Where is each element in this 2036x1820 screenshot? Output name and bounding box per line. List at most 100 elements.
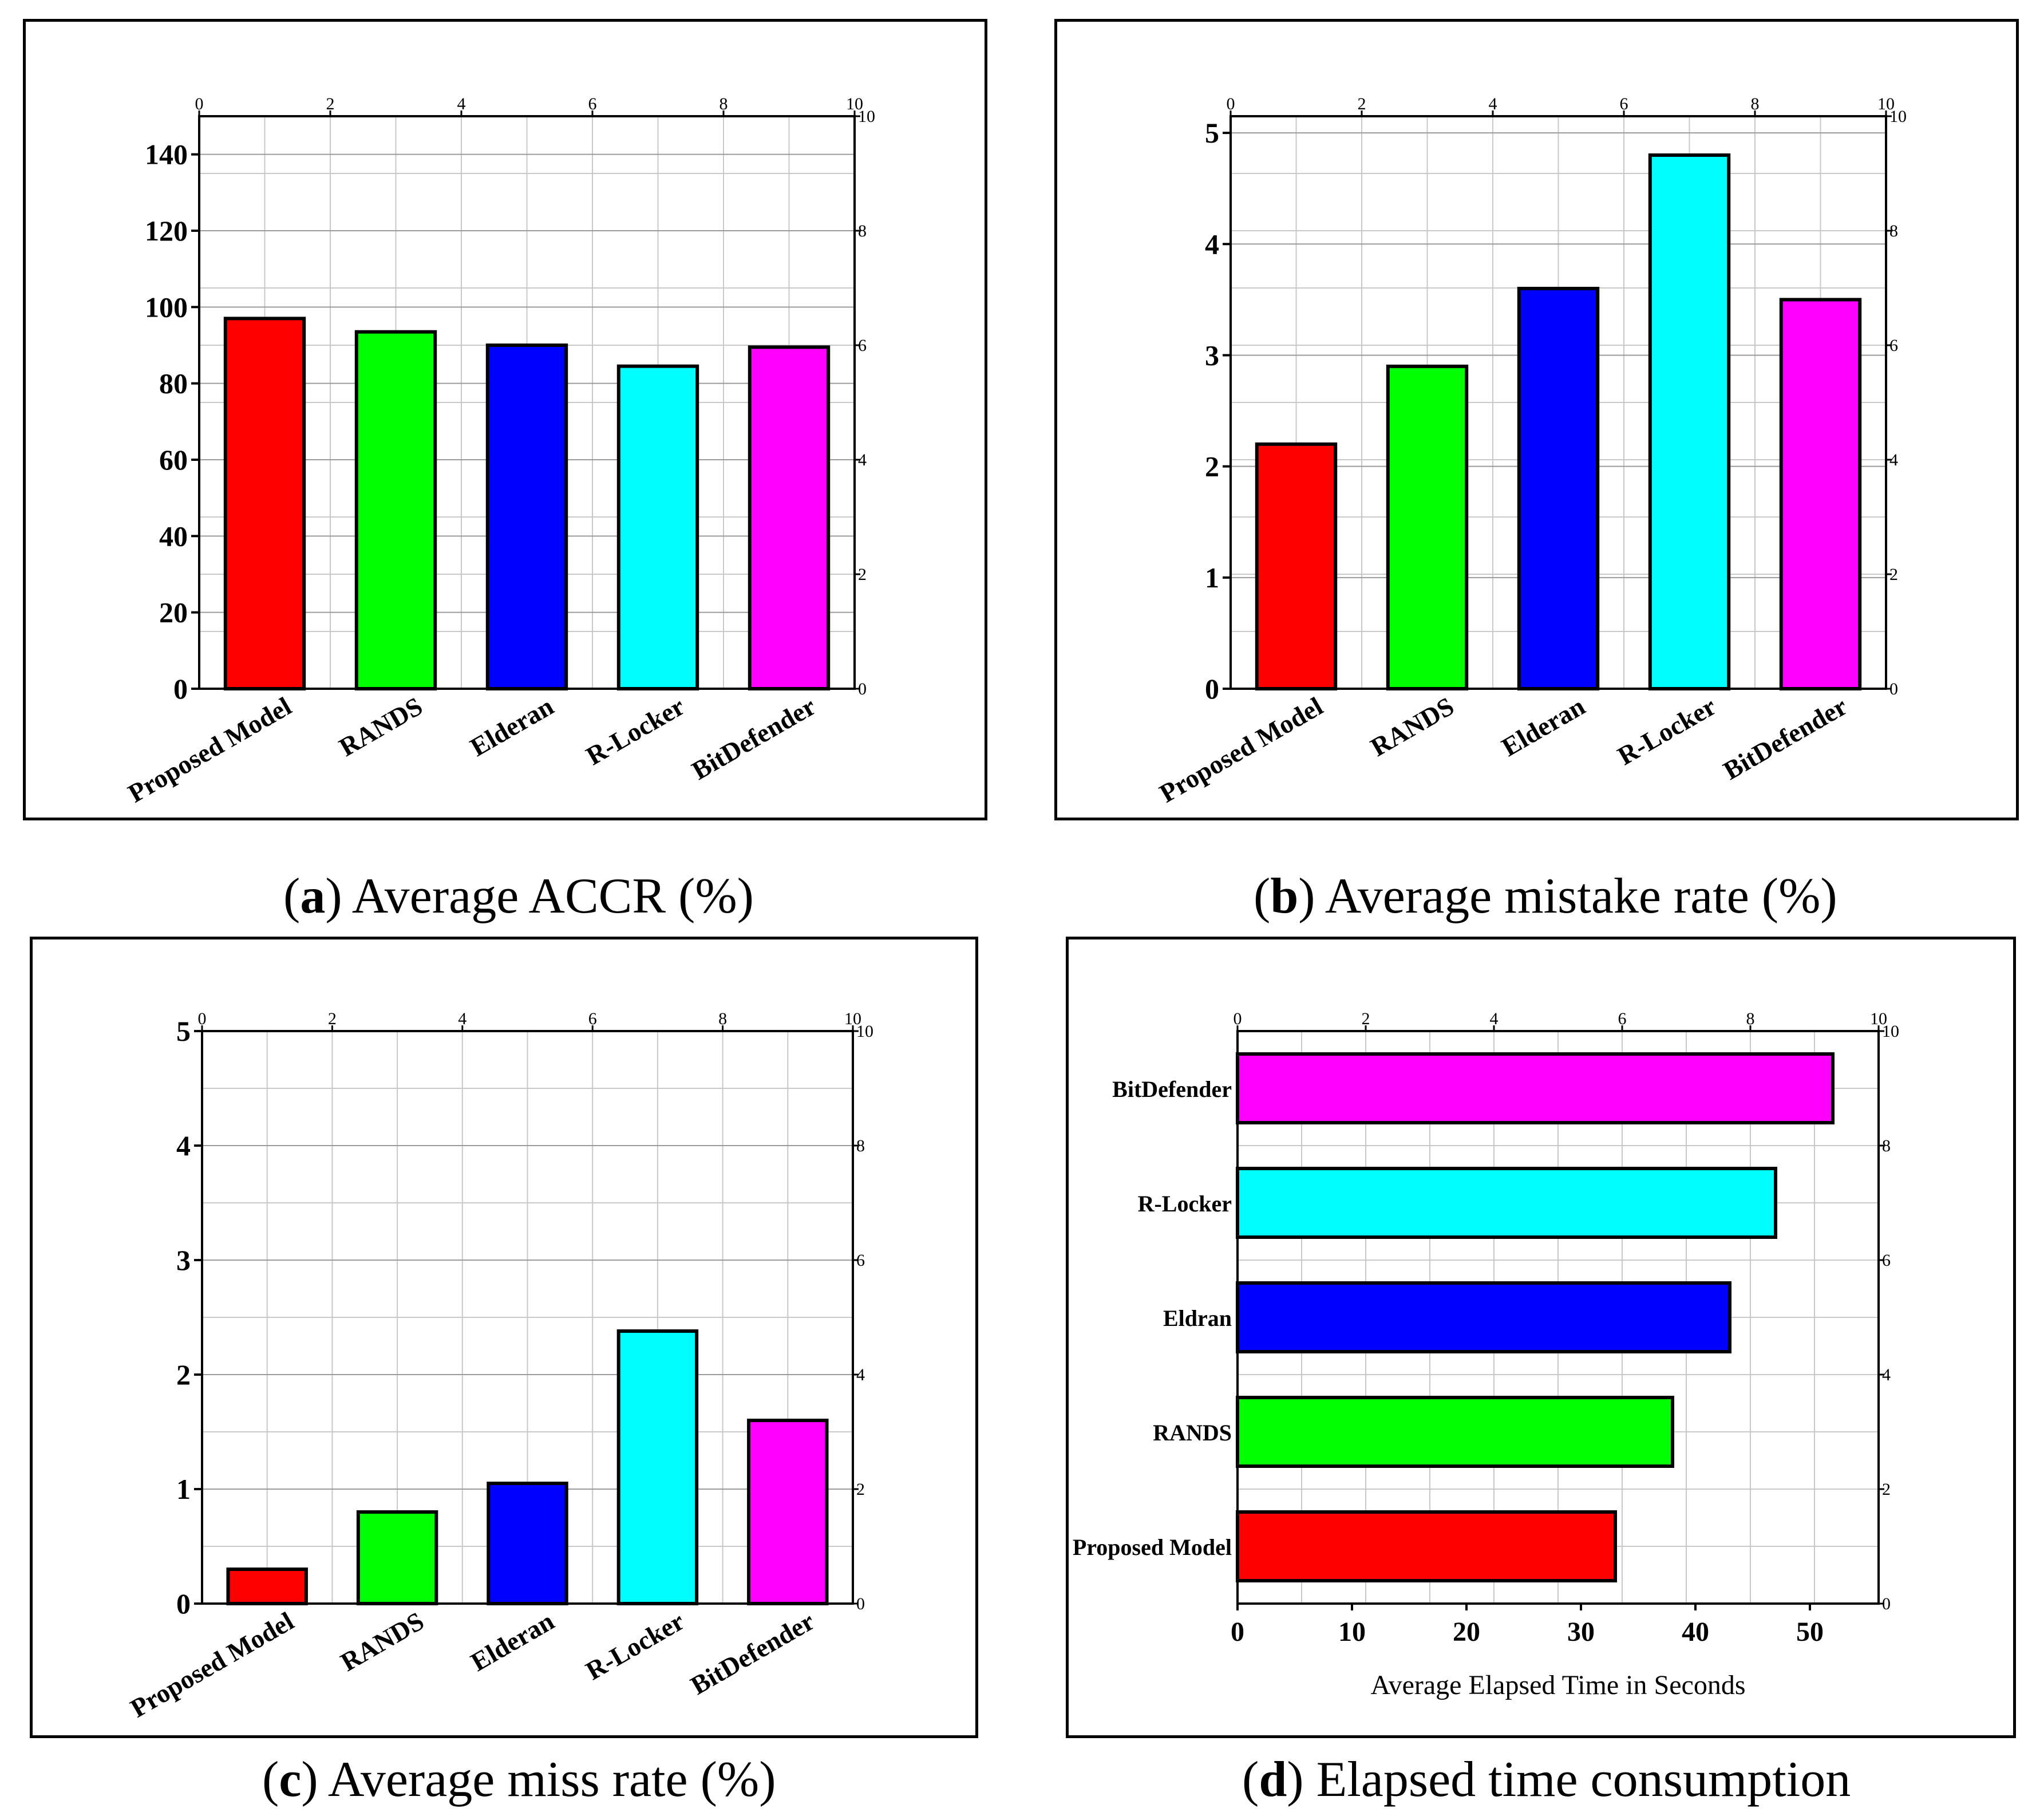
caption-b-letter: b xyxy=(1270,868,1299,924)
chart-a-ytick-label: 40 xyxy=(159,520,188,552)
chart-d-category-label: Proposed Model xyxy=(1073,1534,1232,1560)
chart-a-top-tick-label: 2 xyxy=(326,94,335,113)
chart-a-top-tick-label: 4 xyxy=(457,94,466,113)
chart-c-category-label: R-Locker xyxy=(581,1606,689,1685)
chart-a-right-tick-label: 8 xyxy=(858,222,867,240)
chart-panel-d: Proposed Model RANDS Eldran R-Locker BitDefe… xyxy=(1066,937,2016,1738)
chart-c: Proposed Model RANDS Elderan R-LockerBitDef… xyxy=(125,1009,873,1723)
chart-a-plot-frame xyxy=(198,115,856,690)
chart-b-right-tick-label: 10 xyxy=(1889,107,1907,126)
chart-c-top-tick-label: 2 xyxy=(328,1009,337,1028)
chart-d-xtick-label: 20 xyxy=(1453,1617,1480,1647)
chart-d-top-tick-label: 2 xyxy=(1362,1009,1370,1028)
chart-a-category-label: BitDefender xyxy=(687,691,820,785)
chart-d-plot-frame xyxy=(1236,1030,1880,1605)
chart-b-bar-rands xyxy=(1386,364,1469,690)
chart-a-top-tick-label: 10 xyxy=(846,94,863,113)
chart-d: Proposed Model RANDS Eldran R-Locker BitDefe… xyxy=(1073,1009,1899,1700)
chart-d-x-axis-title: Average Elapsed Time in Seconds xyxy=(1370,1670,1745,1700)
chart-d-xtick-label: 40 xyxy=(1682,1617,1709,1647)
chart-d-right-tick-label: 4 xyxy=(1882,1365,1891,1384)
chart-b-right-tick-label: 0 xyxy=(1889,680,1898,698)
chart-d-top-tick-label: 8 xyxy=(1746,1009,1755,1028)
chart-c-top-tick-label: 6 xyxy=(588,1009,597,1028)
chart-b-ytick-label: 2 xyxy=(1205,451,1219,483)
caption-b: (b) Average mistake rate (%) xyxy=(1254,868,1837,924)
chart-c-ytick-label: 5 xyxy=(176,1015,191,1047)
chart-d-top-tick-label: 10 xyxy=(1870,1009,1887,1028)
chart-b-top-tick-label: 6 xyxy=(1620,94,1628,113)
chart-b-top-tick-label: 4 xyxy=(1489,94,1497,113)
chart-b-category-label: R-Locker xyxy=(1612,691,1721,771)
chart-d-bar-r-locker xyxy=(1236,1167,1777,1239)
chart-b-bar-proposed-model xyxy=(1255,442,1338,691)
caption-a-text: Average ACCR (%) xyxy=(342,868,754,924)
chart-a-top-tick-label: 8 xyxy=(719,94,728,113)
chart-d-bar-proposed-model xyxy=(1236,1510,1617,1582)
chart-a-bar-rands xyxy=(354,330,437,690)
chart-b-bar-elderan xyxy=(1517,286,1600,690)
chart-c-bar-proposed-model xyxy=(226,1568,308,1605)
chart-c-right-tick-label: 10 xyxy=(856,1022,873,1041)
chart-a-category-label: R-Locker xyxy=(581,691,689,771)
chart-c-category-label: Proposed Model xyxy=(125,1606,299,1723)
chart-a-bar-r-locker xyxy=(616,364,699,690)
chart-a-top-tick-label: 0 xyxy=(195,94,204,113)
chart-b-category-label: Elderan xyxy=(1497,691,1590,761)
chart-d-category-label: R-Locker xyxy=(1138,1191,1232,1217)
chart-b-top-tick-label: 8 xyxy=(1751,94,1760,113)
chart-c-right-tick-label: 8 xyxy=(856,1136,865,1155)
chart-d-right-tick-label: 2 xyxy=(1882,1480,1891,1499)
chart-a-bar-bitdefender xyxy=(748,345,831,690)
chart-d-right-tick-label: 8 xyxy=(1882,1136,1891,1155)
chart-d-bar-eldran xyxy=(1236,1281,1731,1353)
chart-b: Proposed Model RANDS Elderan R-LockerBitDef… xyxy=(1155,94,1907,808)
chart-d-top-tick-label: 4 xyxy=(1490,1009,1499,1028)
chart-a-ytick-label: 80 xyxy=(159,368,188,400)
chart-c-right-tick-label: 6 xyxy=(856,1251,865,1270)
chart-a-right-tick-label: 6 xyxy=(858,336,867,355)
chart-b-top-tick-label: 0 xyxy=(1227,94,1235,113)
chart-b-category-label: Proposed Model xyxy=(1155,691,1328,808)
chart-a-right-tick-label: 4 xyxy=(858,451,867,469)
caption-b-text: Average mistake rate (%) xyxy=(1315,868,1837,924)
chart-c-ytick-label: 4 xyxy=(176,1130,191,1162)
chart-d-category-label: Eldran xyxy=(1163,1305,1232,1331)
chart-a-category-label: Proposed Model xyxy=(123,691,296,808)
chart-a-right-tick-label: 2 xyxy=(858,565,867,584)
chart-b-ytick-label: 5 xyxy=(1205,117,1219,149)
chart-d-category-label: RANDS xyxy=(1153,1420,1232,1446)
chart-c-right-tick-label: 4 xyxy=(856,1365,865,1384)
chart-panel-a: Proposed Model RANDS Elderan R-Locker BitDef… xyxy=(23,19,987,820)
chart-d-xtick-label: 50 xyxy=(1796,1617,1824,1647)
chart-c-top-tick-label: 10 xyxy=(844,1009,861,1028)
chart-d-bar-rands xyxy=(1236,1396,1674,1468)
chart-c-bar-r-locker xyxy=(616,1329,699,1605)
chart-d-category-label: BitDefender xyxy=(1112,1076,1232,1102)
chart-b-bar-bitdefender xyxy=(1779,298,1862,690)
chart-a-ytick-label: 0 xyxy=(173,673,188,705)
chart-b-ytick-label: 1 xyxy=(1205,562,1219,594)
caption-c: (c) Average miss rate (%) xyxy=(262,1752,776,1807)
caption-d: (d) Elapsed time consumption xyxy=(1242,1752,1851,1807)
chart-c-top-tick-label: 4 xyxy=(458,1009,466,1028)
chart-d-xtick-label: 30 xyxy=(1567,1617,1595,1647)
chart-c-category-label: RANDS xyxy=(335,1606,429,1676)
caption-a: (a) Average ACCR (%) xyxy=(283,868,754,924)
chart-b-category-label: BitDefender xyxy=(1718,691,1852,785)
chart-c-category-label: BitDefender xyxy=(686,1606,819,1700)
chart-b-right-tick-label: 8 xyxy=(1889,222,1898,240)
chart-b-top-tick-label: 2 xyxy=(1358,94,1366,113)
chart-b-ytick-label: 4 xyxy=(1205,228,1219,260)
caption-c-text: Average miss rate (%) xyxy=(318,1752,776,1807)
chart-c-ytick-label: 1 xyxy=(176,1473,191,1505)
chart-c-right-tick-label: 0 xyxy=(856,1594,865,1613)
chart-c-top-tick-label: 8 xyxy=(718,1009,727,1028)
chart-d-top-tick-label: 6 xyxy=(1618,1009,1627,1028)
chart-b-plot-frame xyxy=(1229,115,1887,690)
caption-c-letter: c xyxy=(279,1752,302,1807)
chart-a-ytick-label: 60 xyxy=(159,444,188,476)
chart-a-ytick-label: 100 xyxy=(145,291,188,323)
chart-c-ytick-label: 2 xyxy=(176,1359,191,1391)
chart-a-ytick-label: 20 xyxy=(159,597,188,629)
